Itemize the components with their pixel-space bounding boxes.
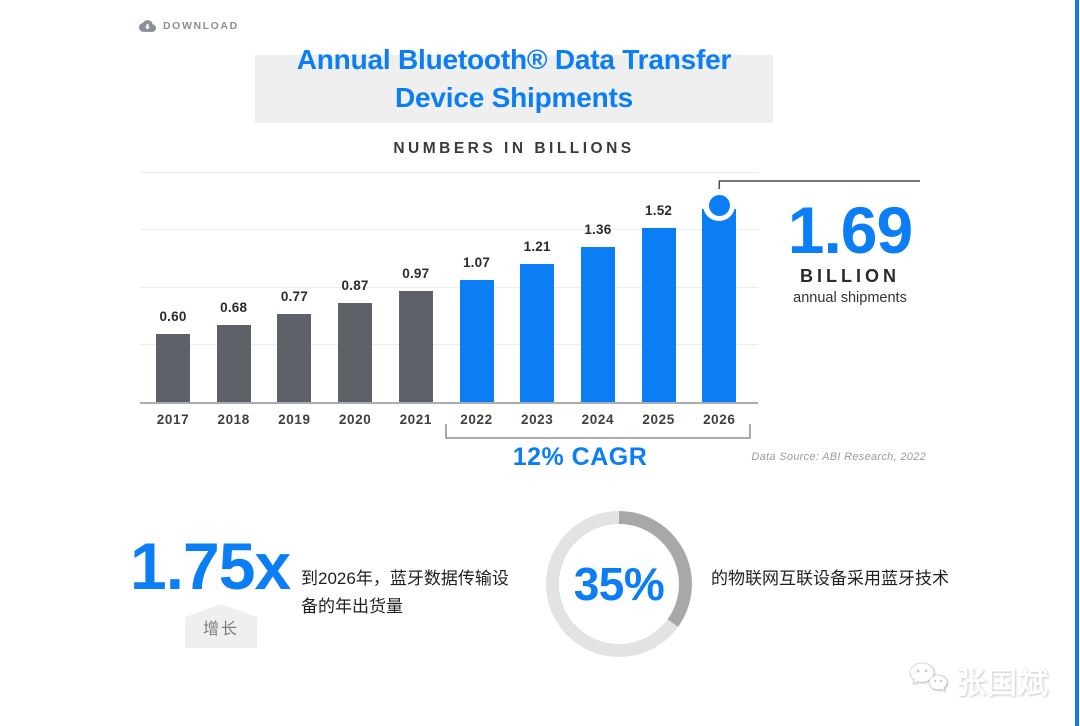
x-tick-2020: 2020: [338, 412, 372, 427]
callout-value: 1.69: [787, 193, 913, 267]
donut-percent-label: 35%: [573, 558, 665, 610]
watermark-name: 张国斌: [956, 667, 1049, 700]
bar-value-2023: 1.21: [523, 239, 551, 254]
callout-leader-line: [718, 180, 920, 203]
download-label: DOWNLOAD: [163, 19, 239, 32]
bar-2021: [398, 291, 433, 403]
x-tick-2026: 2026: [703, 412, 736, 427]
growth-multiplier-value: 1.75x: [130, 529, 291, 603]
page-title: Annual Bluetooth® Data Transfer Device Sh…: [233, 41, 795, 117]
right-edge-border: [1075, 0, 1079, 726]
gridline-2: [140, 172, 758, 173]
growth-badge: 增长: [185, 604, 257, 648]
x-tick-2023: 2023: [520, 412, 554, 427]
watermark: 张国斌: [908, 658, 1049, 702]
title-line-2: Device Shipments: [395, 82, 633, 113]
bar-value-2018: 0.68: [220, 300, 248, 315]
gridline-1: [140, 287, 758, 288]
cagr-bracket: [445, 424, 751, 439]
donut-chart-iot-share: 35%: [546, 511, 692, 657]
bar-2019: [277, 314, 312, 403]
donut-hole: [559, 524, 679, 644]
bar-value-2024: 1.36: [584, 222, 612, 237]
download-button[interactable]: DOWNLOAD: [139, 19, 239, 32]
iot-share-description: 的物联网互联设备采用蓝牙技术: [711, 569, 949, 588]
x-tick-2022: 2022: [460, 412, 493, 427]
bar-value-2021: 0.97: [402, 266, 430, 281]
x-tick-2018: 2018: [217, 412, 250, 427]
marker-dot: [708, 194, 730, 216]
bar-2022: [459, 280, 494, 403]
wechat-icon: [908, 661, 948, 700]
x-tick-2025: 2025: [642, 412, 675, 427]
bar-value-2020: 0.87: [341, 278, 369, 293]
bar-value-2017: 0.60: [159, 309, 187, 324]
gridline-0.5: [140, 344, 758, 345]
bar-2020: [338, 303, 373, 403]
x-tick-2021: 2021: [399, 412, 433, 427]
growth-description: 到2026年，蓝牙数据传输设备的年出货量: [301, 569, 509, 616]
bar-chart: 0.60 0.68 0.77 0.87 0.97 1.07 1.21 1.36 1.52: [140, 165, 758, 404]
title-background: [255, 55, 773, 123]
bar-2017: [156, 334, 190, 403]
x-tick-2017: 2017: [156, 412, 190, 427]
data-source: Data Source: ABI Research, 2022: [751, 451, 926, 463]
x-tick-2024: 2024: [581, 412, 615, 427]
bar-value-2019: 0.77: [280, 289, 308, 304]
gridline-1.5: [140, 229, 758, 230]
bar-2025: [641, 228, 676, 403]
x-tick-2019: 2019: [278, 412, 311, 427]
cloud-download-icon: [139, 19, 156, 32]
bar-2024: [580, 247, 615, 403]
bar-value-2025: 1.52: [645, 203, 673, 218]
callout-caption: annual shipments: [793, 290, 907, 306]
cagr-label: 12% CAGR: [512, 443, 648, 471]
growth-badge-label: 增长: [202, 621, 239, 638]
x-axis-line: [140, 402, 758, 404]
x-axis-labels: 2017 2018 2019 2020 2021 2022 2023 2024 2025 2026: [140, 412, 758, 432]
title-line-1: Annual Bluetooth® Data Transfer: [296, 44, 732, 75]
bar-value-2022: 1.07: [462, 255, 491, 270]
chart-subtitle: NUMBERS IN BILLIONS: [393, 140, 635, 157]
bar-2026: [702, 209, 737, 403]
bar-2023: [520, 264, 555, 403]
callout-1-69-billion: 1.69 BILLION annual shipments: [760, 196, 940, 306]
callout-unit: BILLION: [800, 266, 900, 286]
bar-2018: [216, 325, 251, 403]
